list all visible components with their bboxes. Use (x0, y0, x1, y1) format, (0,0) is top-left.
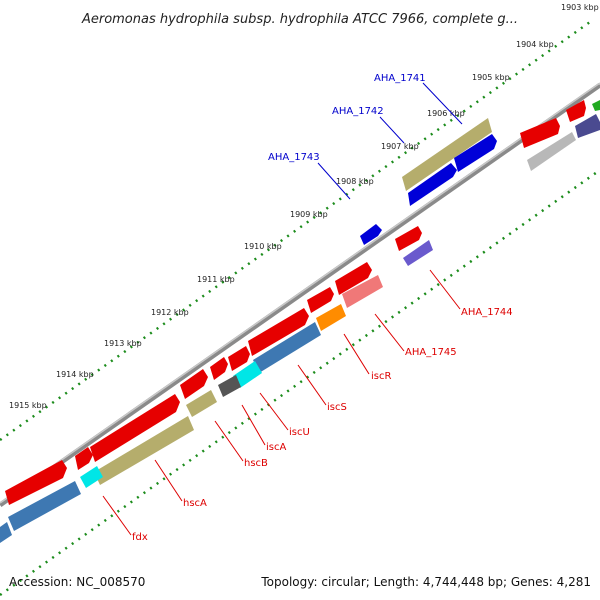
gene-label[interactable]: iscR (371, 371, 391, 382)
kbp-label: 1912 kbp (151, 308, 189, 317)
gene-feature[interactable] (402, 118, 492, 191)
kbp-label: 1915 kbp (9, 401, 47, 410)
gene-feature[interactable] (0, 522, 12, 543)
gene-feature[interactable] (186, 390, 217, 417)
gene-feature[interactable] (248, 308, 309, 356)
gene-feature[interactable] (403, 240, 433, 266)
gene-feature[interactable] (94, 416, 194, 485)
kbp-label: 1905 kbp (472, 73, 510, 82)
gene-feature[interactable] (75, 447, 93, 470)
gene-feature[interactable] (575, 114, 600, 138)
gene-label[interactable]: iscA (266, 442, 286, 453)
kbp-label: 1909 kbp (290, 210, 328, 219)
gene-feature[interactable] (335, 262, 372, 295)
genome-summary-text: Topology: circular; Length: 4,744,448 bp… (260, 575, 591, 589)
gene-feature[interactable] (218, 375, 241, 397)
genome-backbone (0, 82, 600, 508)
gene-label[interactable]: hscB (244, 458, 268, 469)
kbp-label: 1903 kbp (561, 3, 599, 12)
gene-label[interactable]: AHA_1745 (405, 347, 457, 358)
kbp-label: 1914 kbp (56, 370, 94, 379)
kbp-tick-labels: 1903 kbp 1904 kbp 1905 kbp 1906 kbp 1907… (9, 3, 599, 410)
gene-feature[interactable] (342, 275, 383, 308)
gene-label[interactable]: hscA (183, 498, 207, 509)
label-leader-lines (102, 82, 463, 536)
gene-label[interactable]: iscS (327, 402, 347, 413)
gene-feature[interactable] (520, 118, 560, 148)
gene-feature[interactable] (80, 466, 103, 488)
gene-features-forward[interactable] (0, 100, 600, 543)
kbp-label: 1910 kbp (244, 242, 282, 251)
gene-label[interactable]: AHA_1743 (268, 152, 320, 163)
gene-feature[interactable] (307, 287, 334, 313)
accession-text: Accession: NC_008570 (9, 575, 145, 589)
kbp-label: 1911 kbp (197, 275, 235, 284)
gene-feature[interactable] (527, 132, 576, 171)
gene-feature[interactable] (8, 481, 81, 531)
kbp-label: 1908 kbp (336, 177, 374, 186)
gene-feature[interactable] (233, 361, 262, 388)
gene-feature[interactable] (360, 224, 382, 245)
gene-labels: AHA_1741 AHA_1742 AHA_1743 AHA_1744 AHA_… (132, 73, 513, 543)
inner-tick-track (0, 168, 600, 597)
map-title: Aeromonas hydrophila subsp. hydrophila A… (81, 12, 518, 27)
gene-feature[interactable] (408, 163, 457, 206)
gene-feature[interactable] (210, 357, 228, 380)
kbp-label: 1906 kbp (427, 109, 465, 118)
kbp-label: 1913 kbp (104, 339, 142, 348)
gene-feature[interactable] (395, 226, 422, 251)
kbp-label: 1904 kbp (516, 40, 554, 49)
gene-feature[interactable] (566, 100, 586, 122)
gene-label[interactable]: fdx (132, 532, 148, 543)
gene-label[interactable]: AHA_1742 (332, 106, 384, 117)
gene-label[interactable]: iscU (289, 427, 310, 438)
gene-feature[interactable] (592, 100, 600, 111)
gene-feature[interactable] (454, 134, 497, 172)
gene-label[interactable]: AHA_1741 (374, 73, 426, 84)
gene-feature[interactable] (90, 394, 180, 462)
gene-feature[interactable] (316, 304, 346, 331)
outer-tick-track (0, 20, 591, 442)
gene-feature[interactable] (180, 369, 208, 399)
gene-feature[interactable] (228, 346, 250, 371)
gene-feature[interactable] (253, 322, 321, 373)
kbp-label: 1907 kbp (381, 142, 419, 151)
gene-label[interactable]: AHA_1744 (461, 307, 513, 318)
gene-feature[interactable] (5, 460, 67, 505)
